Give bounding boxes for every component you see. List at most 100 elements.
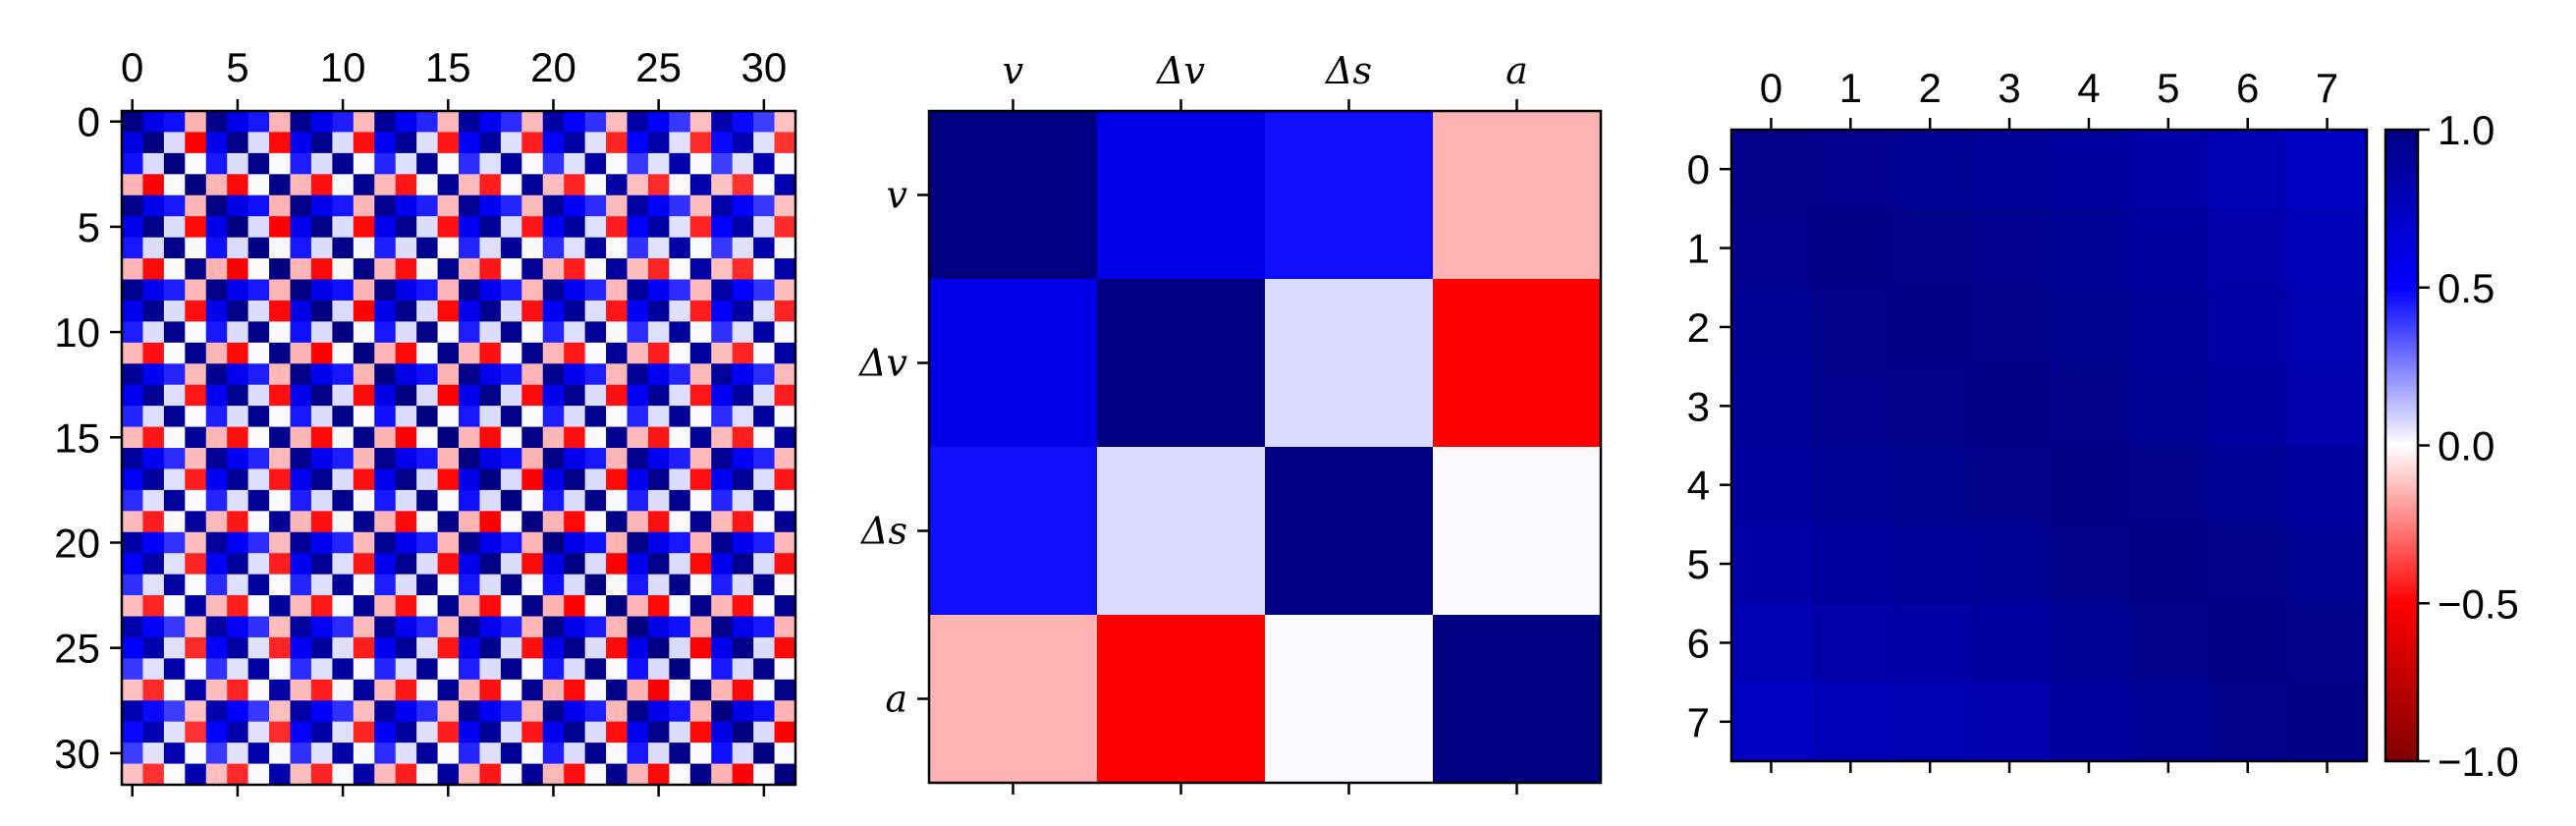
heatmap-cell	[247, 384, 270, 407]
heatmap-cell	[353, 721, 375, 743]
heatmap-cell	[269, 595, 292, 618]
heatmap-cell	[732, 279, 754, 302]
heatmap-cell	[732, 300, 754, 322]
heatmap-cell	[606, 111, 629, 134]
heatmap-cell	[459, 616, 481, 638]
heatmap-cell	[669, 743, 691, 765]
heatmap-cell	[1433, 615, 1602, 784]
heatmap-cell	[416, 489, 439, 512]
heatmap-cell	[774, 553, 796, 576]
heatmap-cell	[711, 595, 734, 618]
heatmap-cell	[290, 194, 312, 217]
heatmap-cell	[774, 363, 796, 386]
heatmap-cell	[353, 616, 375, 638]
heatmap-cell	[205, 384, 228, 407]
heatmap-cell	[732, 679, 754, 701]
heatmap-cell	[247, 743, 270, 765]
heatmap-cell	[584, 721, 607, 743]
heatmap-cell	[353, 342, 375, 364]
heatmap-cell	[753, 448, 776, 470]
heatmap-cell	[290, 258, 312, 281]
x-tick-label: 5	[226, 44, 248, 90]
heatmap-cell	[247, 258, 270, 281]
heatmap-cell	[1097, 615, 1266, 784]
heatmap-cell	[353, 574, 375, 596]
heatmap-cell	[142, 342, 165, 364]
heatmap-cell	[185, 468, 207, 491]
x-tick-label: 1	[1839, 65, 1862, 111]
heatmap-cell	[521, 553, 544, 576]
heatmap-cell	[1265, 111, 1434, 280]
heatmap-cell	[711, 406, 734, 428]
heatmap-cell	[227, 468, 249, 491]
heatmap-cell	[332, 111, 355, 134]
heatmap-cell	[479, 448, 502, 470]
heatmap-cell	[142, 406, 165, 428]
heatmap-cell	[479, 616, 502, 638]
heatmap-cell	[606, 342, 629, 364]
heatmap-cell	[542, 636, 565, 659]
heatmap-cell	[1810, 603, 1891, 684]
heatmap-cell	[711, 574, 734, 596]
heatmap-cell	[732, 489, 754, 512]
heatmap-cell	[332, 489, 355, 512]
heatmap-cell	[269, 174, 292, 196]
heatmap-cell	[647, 553, 670, 576]
heatmap-cell	[500, 489, 522, 512]
heatmap-cell	[584, 258, 607, 281]
heatmap-cell	[163, 321, 186, 344]
heatmap-cell	[247, 321, 270, 344]
heatmap-cell	[2287, 366, 2368, 447]
heatmap-cell	[689, 468, 712, 491]
heatmap-cell	[500, 574, 522, 596]
heatmap-cell	[2208, 208, 2288, 289]
heatmap-cell	[332, 574, 355, 596]
heatmap-cell	[627, 721, 649, 743]
heatmap-cell	[732, 636, 754, 659]
heatmap-cell	[774, 111, 796, 134]
heatmap-cell	[269, 553, 292, 576]
heatmap-cell	[374, 132, 397, 154]
heatmap-cell	[163, 511, 186, 533]
heatmap-cell	[185, 279, 207, 302]
heatmap-cell	[247, 342, 270, 364]
heatmap-cell	[647, 489, 670, 512]
heatmap-cell	[142, 216, 165, 239]
heatmap-cell	[163, 279, 186, 302]
heatmap-cell	[227, 489, 249, 512]
heatmap-cell	[227, 258, 249, 281]
heatmap-cell	[290, 574, 312, 596]
heatmap-cell	[227, 636, 249, 659]
heatmap-cell	[185, 300, 207, 322]
heatmap-cell	[732, 763, 754, 786]
heatmap-cell	[689, 174, 712, 196]
x-tick-label: 20	[530, 44, 576, 90]
heatmap-cell	[669, 679, 691, 701]
heatmap-cell	[310, 489, 333, 512]
heatmap-cell	[332, 258, 355, 281]
x-tick-label: 15	[425, 44, 471, 90]
heatmap-cell	[437, 384, 460, 407]
heatmap-cell	[753, 616, 776, 638]
heatmap-cell	[122, 511, 144, 533]
heatmap-cell	[247, 531, 270, 554]
heatmap-cell	[606, 426, 629, 449]
heatmap-cell	[122, 174, 144, 196]
heatmap-cell	[290, 300, 312, 322]
heatmap-cell	[185, 132, 207, 154]
heatmap-cell	[564, 636, 586, 659]
heatmap-cell	[521, 468, 544, 491]
heatmap-cell	[500, 279, 522, 302]
heatmap-cell	[711, 216, 734, 239]
heatmap-cell	[1433, 279, 1602, 448]
heatmap-cell	[395, 721, 417, 743]
heatmap-cell	[711, 279, 734, 302]
heatmap-cell	[564, 721, 586, 743]
heatmap-cell	[205, 111, 228, 134]
heatmap-cell	[142, 426, 165, 449]
heatmap-cell	[185, 448, 207, 470]
heatmap-cell	[1969, 523, 2051, 604]
heatmap-cell	[416, 763, 439, 786]
heatmap-cell	[647, 132, 670, 154]
heatmap-cell	[647, 763, 670, 786]
